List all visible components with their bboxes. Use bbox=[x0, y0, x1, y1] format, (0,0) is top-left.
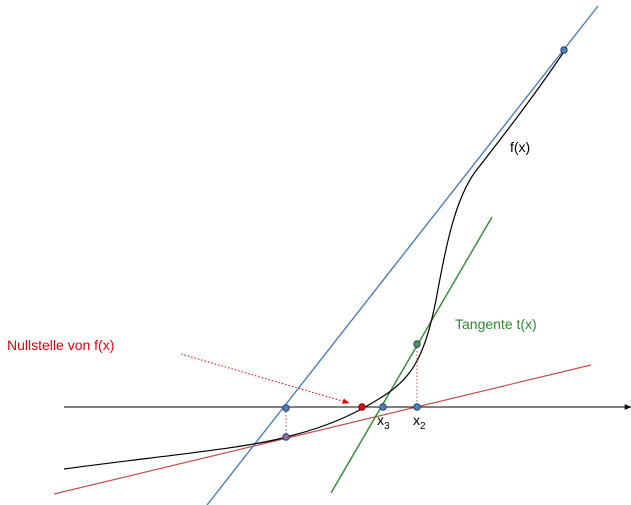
x3-label-base: x bbox=[377, 412, 384, 428]
point-x1-axis bbox=[282, 404, 290, 412]
x3-label-sub: 3 bbox=[384, 421, 390, 432]
point-root bbox=[358, 403, 366, 411]
point-x2 bbox=[413, 403, 421, 411]
x2-label-sub: 2 bbox=[420, 421, 426, 432]
function-label: f(x) bbox=[510, 139, 530, 155]
green-tangent-line bbox=[330, 216, 493, 494]
root-pointer-arrow bbox=[180, 353, 350, 404]
root-label: Nullstelle von f(x) bbox=[7, 337, 114, 353]
point-x3 bbox=[379, 403, 387, 411]
point-top bbox=[560, 46, 568, 54]
x2-label: x2 bbox=[413, 412, 426, 432]
point-x1-curve bbox=[282, 433, 290, 441]
red-tangent-line bbox=[53, 364, 592, 495]
tangent-label: Tangente t(x) bbox=[455, 316, 537, 332]
point-tangent bbox=[413, 340, 421, 348]
function-curve bbox=[63, 49, 566, 470]
blue-tangent-line bbox=[206, 5, 599, 505]
x2-label-base: x bbox=[413, 412, 420, 428]
x3-label: x3 bbox=[377, 412, 390, 432]
